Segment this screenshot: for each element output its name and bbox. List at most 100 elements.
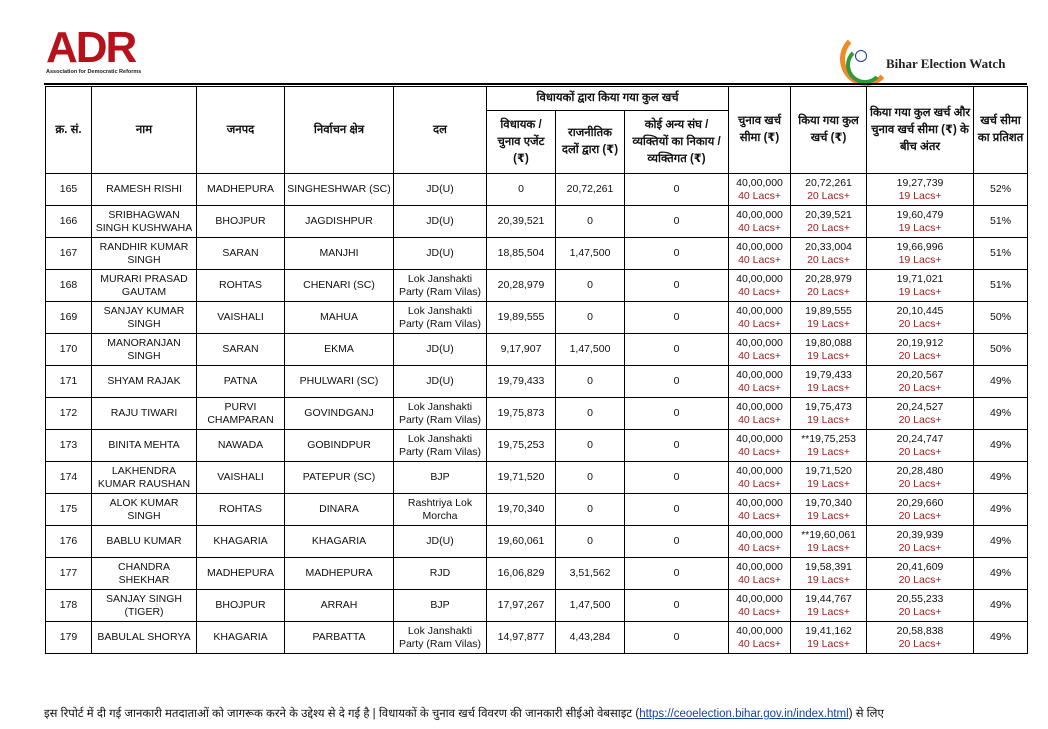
difference-value: 20,28,480	[896, 464, 944, 477]
cell-name: RAJU TIWARI	[91, 397, 197, 430]
limit-lacs: 40 Lacs+	[738, 509, 781, 522]
total-value: 20,28,979	[805, 272, 852, 285]
total-value: 19,44,767	[805, 592, 852, 605]
cell-constituency: KHAGARIA	[284, 525, 394, 558]
cell-sno: 172	[45, 397, 92, 430]
cell-name: BABULAL SHORYA	[91, 621, 197, 654]
cell-district: NAWADA	[196, 429, 285, 462]
total-lacs: 19 Lacs+	[807, 413, 850, 426]
cell-party: Lok Janshakti Party (Ram Vilas)	[393, 621, 487, 654]
cell-limit: 40,00,000 40 Lacs+	[728, 557, 792, 590]
limit-lacs: 40 Lacs+	[738, 573, 781, 586]
cell-percent: 51%	[973, 269, 1029, 302]
cell-name: MANORANJAN SINGH	[91, 333, 197, 366]
cell-political-party: 0	[555, 205, 625, 238]
cell-others: 0	[623, 205, 730, 238]
table-row: 177 CHANDRA SHEKHAR MADHEPURA MADHEPURA RJD 1…	[45, 557, 1029, 590]
header-name: नाम	[91, 86, 197, 174]
cell-candidate: 19,89,555	[486, 301, 556, 334]
cell-limit: 40,00,000 40 Lacs+	[728, 333, 792, 366]
limit-lacs: 40 Lacs+	[738, 221, 781, 234]
table-row: 178 SANJAY SINGH (TIGER) BHOJPUR ARRAH BJP 17…	[45, 589, 1029, 622]
cell-political-party: 0	[555, 269, 625, 302]
table-row: 179 BABULAL SHORYA KHAGARIA PARBATTA Lok Jan…	[45, 621, 1029, 654]
limit-lacs: 40 Lacs+	[738, 285, 781, 298]
total-value: 20,39,521	[805, 208, 852, 221]
ceo-website-link[interactable]: https://ceoelection.bihar.gov.in/index.h…	[639, 708, 849, 720]
cell-party: Rashtriya Lok Morcha	[393, 493, 487, 526]
cell-sno: 177	[45, 557, 92, 590]
cell-total: **19,75,253 19 Lacs+	[790, 429, 868, 462]
cell-political-party: 20,72,261	[555, 173, 625, 206]
total-value: 20,72,261	[805, 176, 852, 189]
table-row: 176 BABLU KUMAR KHAGARIA KHAGARIA JD(U) 19,60…	[45, 525, 1029, 558]
cell-limit: 40,00,000 40 Lacs+	[728, 525, 792, 558]
difference-value: 20,29,660	[896, 496, 944, 509]
cell-others: 0	[623, 237, 730, 270]
cell-political-party: 0	[555, 397, 625, 430]
difference-value: 20,39,939	[896, 528, 944, 541]
total-lacs: 19 Lacs+	[807, 605, 850, 618]
difference-lacs: 20 Lacs+	[898, 413, 942, 426]
cell-difference: 20,39,939 20 Lacs+	[866, 525, 975, 558]
table-row: 175 ALOK KUMAR SINGH ROHTAS DINARA Rashtriya…	[45, 493, 1029, 526]
cell-percent: 50%	[973, 333, 1029, 366]
limit-lacs: 40 Lacs+	[738, 637, 781, 650]
difference-value: 20,58,838	[896, 624, 944, 637]
header-difference: किया गया कुल खर्च और चुनाव खर्च सीमा (₹)…	[866, 86, 975, 174]
cell-difference: 20,29,660 20 Lacs+	[866, 493, 975, 526]
cell-constituency: PHULWARI (SC)	[284, 365, 394, 398]
table-row: 172 RAJU TIWARI PURVI CHAMPARAN GOVINDGANJ L…	[45, 397, 1029, 430]
difference-value: 19,27,739	[896, 176, 944, 189]
cell-limit: 40,00,000 40 Lacs+	[728, 429, 792, 462]
limit-lacs: 40 Lacs+	[738, 349, 781, 362]
cell-total: 20,72,261 20 Lacs+	[790, 173, 868, 206]
cell-district: BHOJPUR	[196, 205, 285, 238]
limit-value: 40,00,000	[736, 368, 783, 381]
cell-party: BJP	[393, 461, 487, 494]
header-constituency: निर्वाचन क्षेत्र	[284, 86, 394, 174]
cell-candidate: 20,28,979	[486, 269, 556, 302]
cell-others: 0	[623, 301, 730, 334]
cell-district: ROHTAS	[196, 493, 285, 526]
difference-lacs: 20 Lacs+	[898, 637, 942, 650]
cell-difference: 19,27,739 19 Lacs+	[866, 173, 975, 206]
cell-others: 0	[623, 557, 730, 590]
cell-total: 20,28,979 20 Lacs+	[790, 269, 868, 302]
cell-district: SARAN	[196, 237, 285, 270]
cell-percent: 49%	[973, 429, 1029, 462]
cell-others: 0	[623, 269, 730, 302]
difference-lacs: 20 Lacs+	[898, 317, 942, 330]
cell-percent: 51%	[973, 237, 1029, 270]
cell-sno: 169	[45, 301, 92, 334]
cell-candidate: 18,85,504	[486, 237, 556, 270]
cell-others: 0	[623, 589, 730, 622]
table-row: 167 RANDHIR KUMAR SINGH SARAN MANJHI JD(U) 18…	[45, 237, 1029, 270]
table-row: 165 RAMESH RISHI MADHEPURA SINGHESHWAR (SC)…	[45, 173, 1029, 206]
cell-party: JD(U)	[393, 333, 487, 366]
limit-value: 40,00,000	[736, 176, 783, 189]
cell-difference: 20,10,445 20 Lacs+	[866, 301, 975, 334]
cell-candidate: 19,75,253	[486, 429, 556, 462]
cell-difference: 20,55,233 20 Lacs+	[866, 589, 975, 622]
cell-sno: 174	[45, 461, 92, 494]
limit-lacs: 40 Lacs+	[738, 317, 781, 330]
cell-total: 19,58,391 19 Lacs+	[790, 557, 868, 590]
cell-limit: 40,00,000 40 Lacs+	[728, 173, 792, 206]
cell-others: 0	[623, 365, 730, 398]
cell-total: **19,60,061 19 Lacs+	[790, 525, 868, 558]
cell-candidate: 19,71,520	[486, 461, 556, 494]
cell-name: ALOK KUMAR SINGH	[91, 493, 197, 526]
cell-others: 0	[623, 429, 730, 462]
cell-percent: 49%	[973, 589, 1029, 622]
limit-lacs: 40 Lacs+	[738, 605, 781, 618]
total-value: 19,70,340	[805, 496, 852, 509]
cell-name: MURARI PRASAD GAUTAM	[91, 269, 197, 302]
limit-value: 40,00,000	[736, 496, 783, 509]
cell-candidate: 9,17,907	[486, 333, 556, 366]
chakra-icon	[855, 50, 867, 62]
cell-total: 19,89,555 19 Lacs+	[790, 301, 868, 334]
cell-party: Lok Janshakti Party (Ram Vilas)	[393, 397, 487, 430]
cell-total: 19,70,340 19 Lacs+	[790, 493, 868, 526]
cell-difference: 19,66,996 19 Lacs+	[866, 237, 975, 270]
